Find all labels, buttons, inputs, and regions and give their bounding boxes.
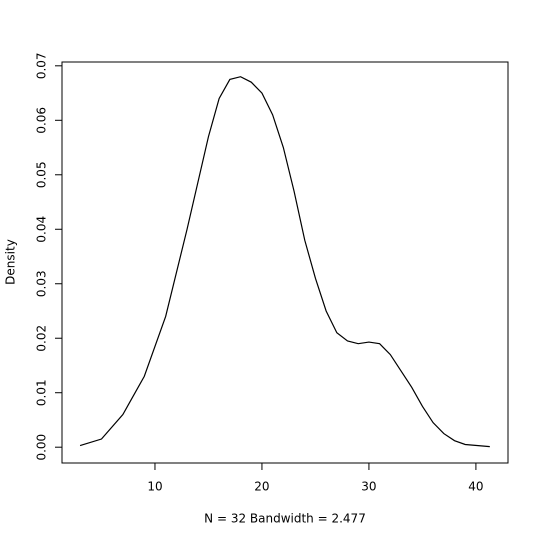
density-line: [79, 76, 490, 448]
y-tick-label: 0.01: [35, 379, 49, 406]
x-tick-label: 40: [468, 480, 483, 494]
y-tick-label: 0.07: [35, 52, 49, 79]
y-tick-label: 0.00: [35, 434, 49, 461]
plot-box: [61, 61, 509, 464]
x-axis-label: N = 32 Bandwidth = 2.477: [204, 512, 366, 526]
x-tick-label: 20: [254, 480, 269, 494]
x-tick-label: 30: [361, 480, 376, 494]
y-axis-label: Density: [4, 239, 18, 285]
y-tick-label: 0.06: [35, 107, 49, 134]
y-tick-label: 0.05: [35, 161, 49, 188]
y-tick-label: 0.02: [35, 325, 49, 352]
x-tick-label: 10: [147, 480, 162, 494]
y-tick-label: 0.04: [35, 216, 49, 243]
y-tick-label: 0.03: [35, 270, 49, 297]
